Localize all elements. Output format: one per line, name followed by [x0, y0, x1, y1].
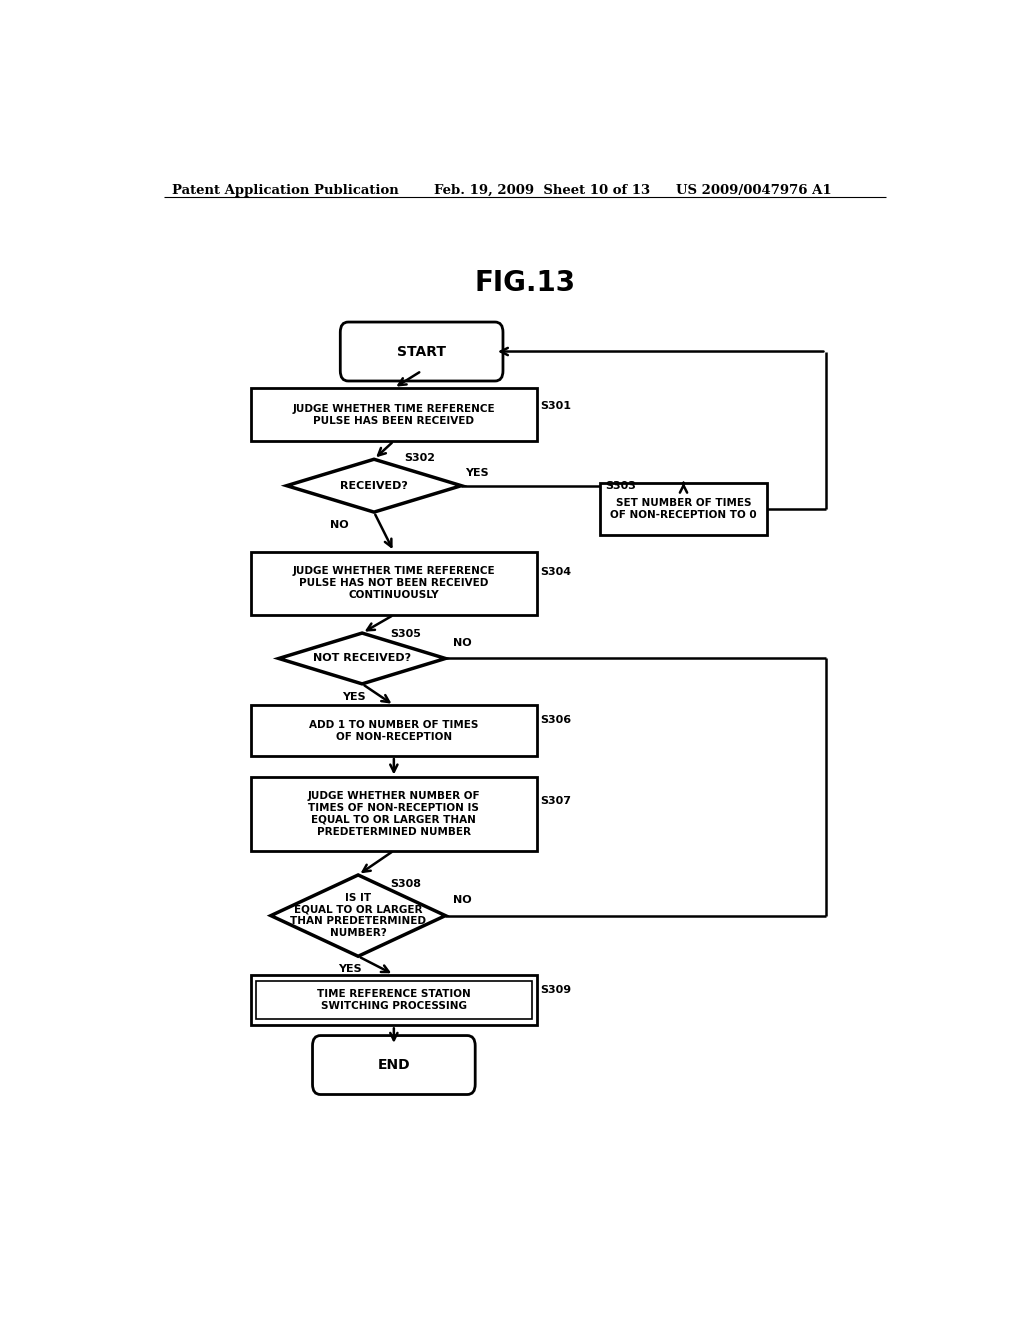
Text: S307: S307 — [541, 796, 571, 805]
Text: JUDGE WHETHER TIME REFERENCE
PULSE HAS NOT BEEN RECEIVED
CONTINUOUSLY: JUDGE WHETHER TIME REFERENCE PULSE HAS N… — [293, 566, 496, 601]
Text: JUDGE WHETHER TIME REFERENCE
PULSE HAS BEEN RECEIVED: JUDGE WHETHER TIME REFERENCE PULSE HAS B… — [293, 404, 496, 425]
Polygon shape — [270, 875, 445, 956]
Text: US 2009/0047976 A1: US 2009/0047976 A1 — [676, 183, 831, 197]
Text: S305: S305 — [390, 630, 421, 639]
Text: S309: S309 — [541, 985, 571, 995]
Bar — [251, 777, 537, 850]
Text: S303: S303 — [605, 480, 636, 491]
Text: START: START — [397, 345, 446, 359]
Text: YES: YES — [338, 965, 361, 974]
Text: RECEIVED?: RECEIVED? — [340, 480, 408, 491]
Text: ADD 1 TO NUMBER OF TIMES
OF NON-RECEPTION: ADD 1 TO NUMBER OF TIMES OF NON-RECEPTIO… — [309, 719, 478, 742]
Text: Patent Application Publication: Patent Application Publication — [172, 183, 398, 197]
Text: YES: YES — [342, 692, 366, 702]
Text: TIME REFERENCE STATION
SWITCHING PROCESSING: TIME REFERENCE STATION SWITCHING PROCESS… — [317, 989, 471, 1011]
Text: S301: S301 — [541, 401, 571, 412]
Text: S302: S302 — [404, 453, 435, 463]
Bar — [251, 388, 537, 441]
FancyBboxPatch shape — [312, 1036, 475, 1094]
Text: IS IT
EQUAL TO OR LARGER
THAN PREDETERMINED
NUMBER?: IS IT EQUAL TO OR LARGER THAN PREDETERMI… — [290, 894, 426, 939]
Text: END: END — [378, 1059, 411, 1072]
Text: FIG.13: FIG.13 — [474, 268, 575, 297]
Text: Feb. 19, 2009  Sheet 10 of 13: Feb. 19, 2009 Sheet 10 of 13 — [433, 183, 649, 197]
Text: NO: NO — [454, 895, 472, 906]
FancyBboxPatch shape — [340, 322, 503, 381]
Text: NO: NO — [331, 520, 349, 531]
Bar — [251, 552, 537, 615]
Text: SET NUMBER OF TIMES
OF NON-RECEPTION TO 0: SET NUMBER OF TIMES OF NON-RECEPTION TO … — [610, 498, 757, 520]
Bar — [600, 483, 767, 536]
Polygon shape — [287, 459, 461, 512]
Text: JUDGE WHETHER NUMBER OF
TIMES OF NON-RECEPTION IS
EQUAL TO OR LARGER THAN
PREDET: JUDGE WHETHER NUMBER OF TIMES OF NON-REC… — [307, 791, 480, 837]
Text: NOT RECEIVED?: NOT RECEIVED? — [313, 653, 412, 664]
Text: S304: S304 — [541, 568, 571, 577]
Text: S306: S306 — [541, 715, 571, 726]
Text: NO: NO — [454, 639, 472, 648]
Text: YES: YES — [465, 469, 488, 478]
Polygon shape — [279, 634, 445, 684]
Bar — [256, 981, 531, 1019]
Text: S308: S308 — [390, 879, 421, 890]
Bar — [251, 974, 537, 1026]
Bar — [251, 705, 537, 756]
